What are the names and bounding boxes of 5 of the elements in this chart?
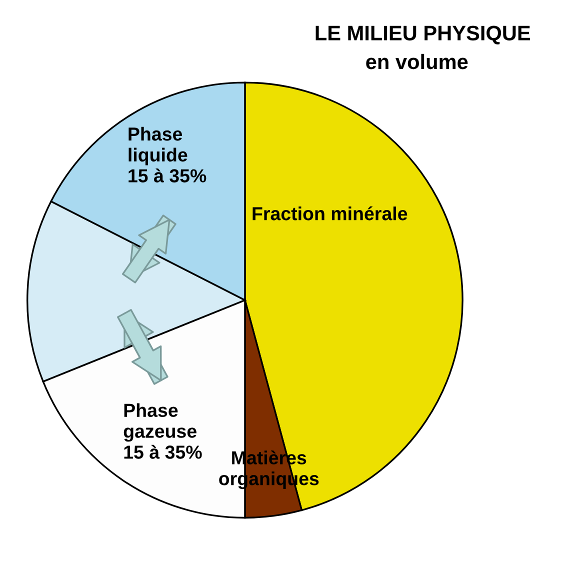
slice-label: Phase gazeuse 15 à 35%	[124, 403, 202, 459]
slice-label: Fraction minérale	[252, 206, 408, 220]
slice-label: Phase liquide 15 à 35%	[128, 126, 206, 182]
chart-subtitle: en volume	[366, 54, 468, 70]
chart-title: LE MILIEU PHYSIQUE	[316, 26, 530, 44]
